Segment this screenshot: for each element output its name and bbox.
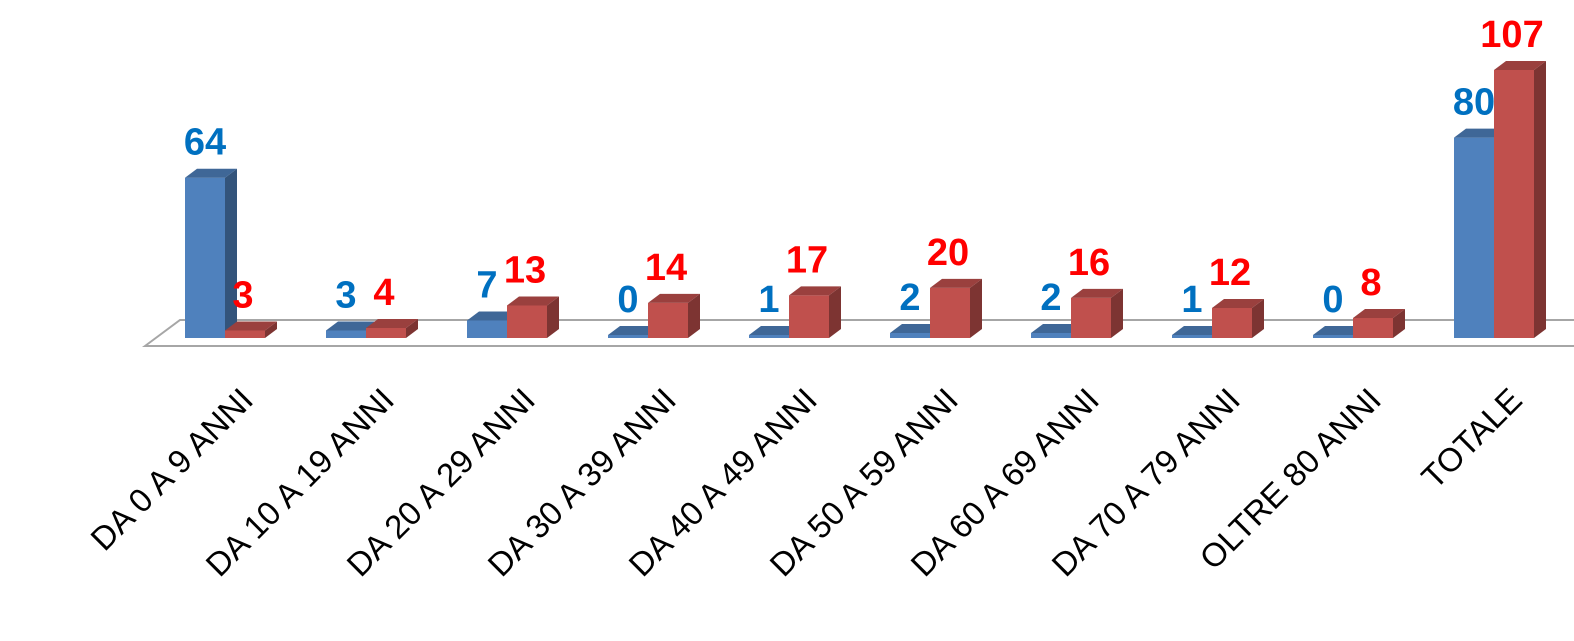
value-label-1-3: 7 — [476, 264, 497, 306]
value-label-2-9: 8 — [1360, 262, 1381, 304]
value-label-2-3: 13 — [504, 249, 546, 291]
bar-2-3 — [507, 296, 559, 338]
bar-2-9 — [1353, 308, 1405, 338]
bar-2-2 — [366, 318, 418, 338]
value-label-2-6: 20 — [927, 232, 969, 274]
value-label-2-5: 17 — [786, 239, 828, 281]
value-label-1-10: 80 — [1453, 82, 1495, 124]
value-label-1-8: 1 — [1181, 279, 1202, 321]
bar-1-1 — [185, 168, 237, 338]
bar-2-8 — [1212, 298, 1264, 338]
value-label-1-9: 0 — [1322, 279, 1343, 321]
value-label-2-1: 3 — [232, 274, 253, 316]
value-label-1-6: 2 — [899, 277, 920, 319]
value-label-1-7: 2 — [1040, 277, 1061, 319]
value-label-2-10: 107 — [1480, 14, 1543, 56]
bar-2-4 — [648, 293, 700, 338]
value-label-2-8: 12 — [1209, 252, 1251, 294]
value-label-1-2: 3 — [335, 274, 356, 316]
value-label-2-2: 4 — [373, 272, 394, 314]
bar-2-10 — [1494, 61, 1546, 338]
bar-2-6 — [930, 278, 982, 338]
value-label-2-4: 14 — [645, 247, 687, 289]
bar-2-7 — [1071, 288, 1123, 338]
bar-2-5 — [789, 286, 841, 338]
category-label-10: TOTALE — [1414, 381, 1529, 496]
value-label-2-7: 16 — [1068, 242, 1110, 284]
bar-series-group — [185, 61, 1546, 338]
bar-2-1 — [225, 321, 277, 338]
value-label-1-1: 64 — [184, 122, 226, 164]
value-label-1-5: 1 — [758, 279, 779, 321]
value-label-1-4: 0 — [617, 279, 638, 321]
